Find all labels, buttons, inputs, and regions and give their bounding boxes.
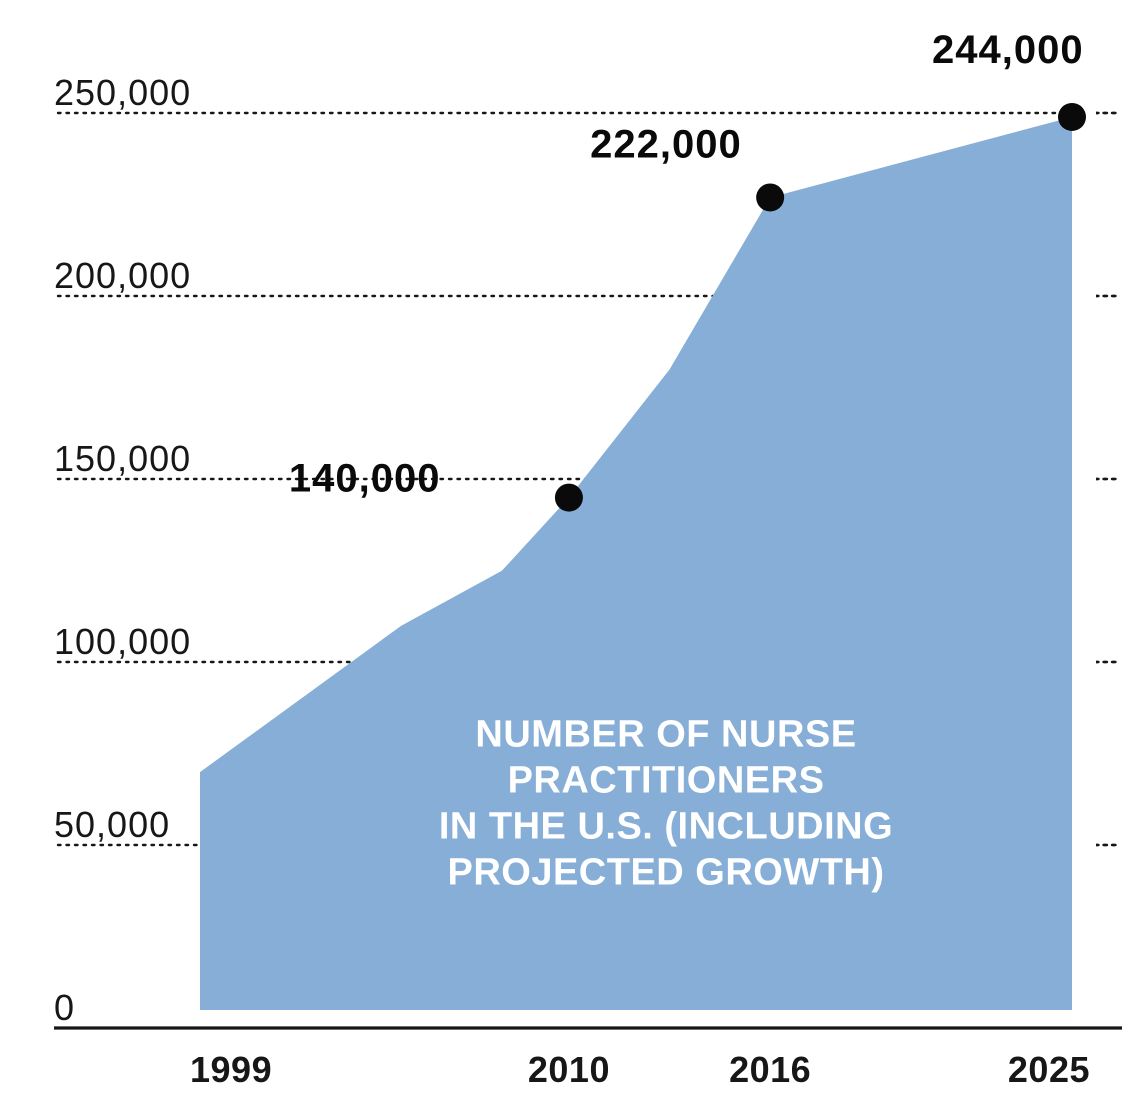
value-label: 244,000 xyxy=(932,28,1084,72)
nurse-practitioners-chart: 0 50,000 100,000 150,000 200,000 250,000 1999 2… xyxy=(0,0,1140,1111)
x-tick-label: 2025 xyxy=(1008,1049,1090,1090)
data-marker xyxy=(555,484,583,512)
data-marker xyxy=(756,183,784,211)
y-tick-label: 100,000 xyxy=(54,621,191,662)
y-tick-label: 0 xyxy=(54,987,75,1028)
chart-title-line: PRACTITIONERS xyxy=(508,759,825,801)
y-tick-label: 200,000 xyxy=(54,255,191,296)
chart-title-line: IN THE U.S. (INCLUDING xyxy=(439,805,893,847)
chart-title-line: PROJECTED GROWTH) xyxy=(447,851,884,893)
x-tick-label: 1999 xyxy=(190,1049,272,1090)
chart-title-line: NUMBER OF NURSE xyxy=(475,713,856,755)
x-tick-label: 2010 xyxy=(528,1049,610,1090)
y-tick-label: 50,000 xyxy=(54,804,170,845)
value-label: 222,000 xyxy=(590,122,742,166)
data-marker xyxy=(1058,103,1086,131)
y-tick-label: 250,000 xyxy=(54,72,191,113)
chart-svg: 0 50,000 100,000 150,000 200,000 250,000 1999 2… xyxy=(0,0,1140,1111)
y-tick-label: 150,000 xyxy=(54,438,191,479)
value-label: 140,000 xyxy=(289,457,441,501)
right-gap-mask xyxy=(1072,55,1096,1010)
x-tick-label: 2016 xyxy=(729,1049,811,1090)
